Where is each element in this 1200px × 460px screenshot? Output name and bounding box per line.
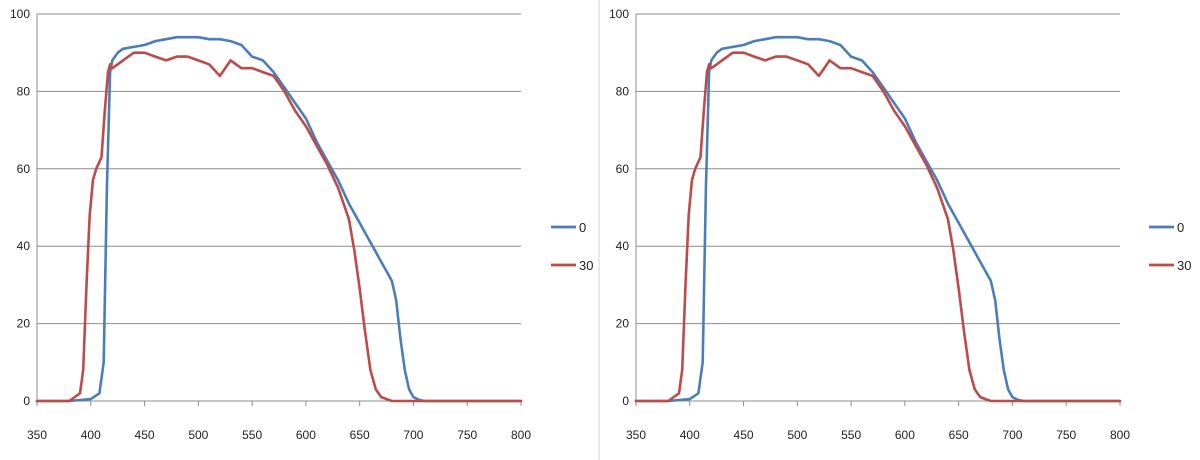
y-tick-label: 60 xyxy=(17,162,31,176)
x-tick-label: 700 xyxy=(403,428,423,442)
x-tick-label: 500 xyxy=(787,428,807,442)
y-tick-label: 40 xyxy=(17,239,31,253)
y-tick-label: 20 xyxy=(616,317,630,331)
legend-label: 30 xyxy=(1177,258,1191,273)
x-tick-label: 500 xyxy=(188,428,208,442)
x-tick-label: 650 xyxy=(949,428,969,442)
y-tick-label: 0 xyxy=(622,394,629,408)
x-tick-label: 800 xyxy=(1110,428,1130,442)
y-tick-label: 40 xyxy=(616,239,630,253)
x-tick-label: 550 xyxy=(841,428,861,442)
x-tick-label: 400 xyxy=(81,428,101,442)
y-tick-label: 80 xyxy=(616,84,630,98)
y-tick-label: 100 xyxy=(10,7,30,21)
legend-label: 0 xyxy=(1177,220,1184,235)
x-tick-label: 600 xyxy=(895,428,915,442)
x-tick-label: 600 xyxy=(296,428,316,442)
y-tick-label: 0 xyxy=(23,394,30,408)
x-tick-label: 700 xyxy=(1002,428,1022,442)
x-tick-label: 550 xyxy=(242,428,262,442)
series-line-0 xyxy=(634,35,1122,403)
legend-label: 30 xyxy=(579,258,593,273)
x-tick-label: 800 xyxy=(511,428,531,442)
x-tick-label: 650 xyxy=(350,428,370,442)
y-tick-label: 20 xyxy=(17,317,31,331)
chart-1: 0 20 40 60 80 100 350 400 450 500 550 600 650 700 750 8… xyxy=(10,7,594,442)
series-line-30 xyxy=(634,51,1122,403)
x-tick-label: 350 xyxy=(626,428,646,442)
legend-label: 0 xyxy=(579,220,586,235)
x-tick-label: 750 xyxy=(457,428,477,442)
series-line-30 xyxy=(35,51,523,403)
x-tick-label: 750 xyxy=(1056,428,1076,442)
x-tick-label: 450 xyxy=(135,428,155,442)
y-tick-label: 100 xyxy=(609,7,629,21)
y-tick-label: 60 xyxy=(616,162,630,176)
x-tick-label: 400 xyxy=(680,428,700,442)
series-line-0 xyxy=(35,35,523,403)
y-tick-label: 80 xyxy=(17,84,31,98)
x-tick-label: 350 xyxy=(27,428,47,442)
x-tick-label: 450 xyxy=(734,428,754,442)
chart-2: 0 20 40 60 80 100 350 400 450 500 550 600 650 700 750 8… xyxy=(609,7,1192,442)
